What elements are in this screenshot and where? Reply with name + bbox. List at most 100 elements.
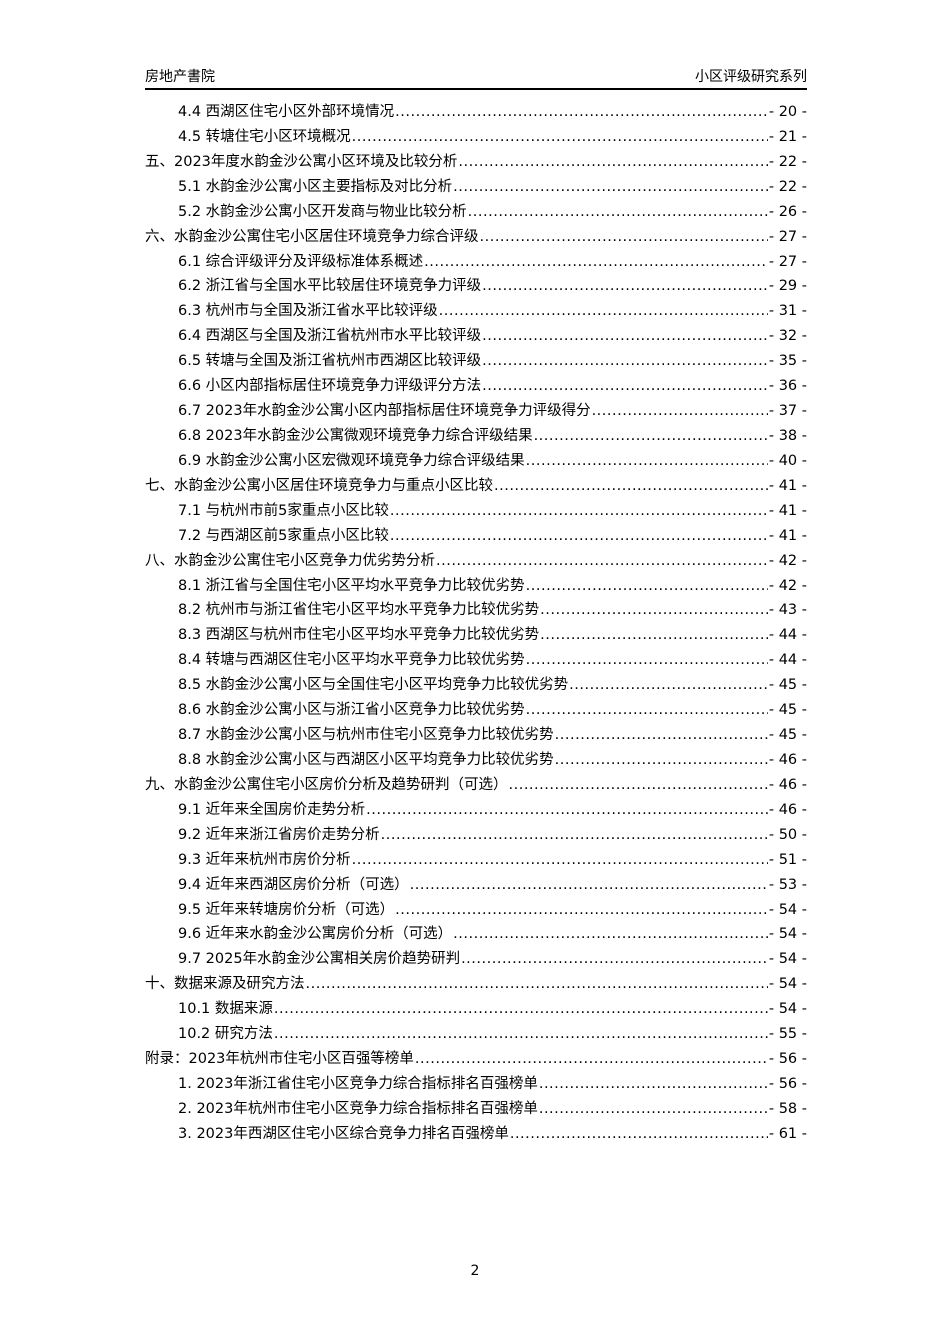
toc-entry-title: 五、2023年度水韵金沙公寓小区环境及比较分析	[145, 153, 458, 170]
toc-entry-page: - 31 -	[768, 303, 807, 320]
toc-entry[interactable]: 十、数据来源及研究方法 - 54 -	[145, 972, 807, 997]
toc-entry[interactable]: 6.2 浙江省与全国水平比较居住环境竞争力评级 - 29 -	[145, 274, 807, 299]
toc-entry[interactable]: 9.2 近年来浙江省房价走势分析 - 50 -	[145, 823, 807, 848]
toc-entry-page: - 54 -	[768, 951, 807, 968]
toc-entry[interactable]: 8.5 水韵金沙公寓小区与全国住宅小区平均竞争力比较优劣势 - 45 -	[145, 673, 807, 698]
toc-entry-page: - 42 -	[768, 552, 807, 569]
page-header: 房地产書院 小区评级研究系列	[145, 66, 807, 90]
toc-entry-title: 八、水韵金沙公寓住宅小区竞争力优劣势分析	[145, 552, 435, 569]
toc-entry[interactable]: 7.2 与西湖区前5家重点小区比较 - 41 -	[145, 524, 807, 549]
toc-entry[interactable]: 7.1 与杭州市前5家重点小区比较 - 41 -	[145, 499, 807, 524]
toc-entry[interactable]: 五、2023年度水韵金沙公寓小区环境及比较分析 - 22 -	[145, 150, 807, 175]
toc-entry-page: - 55 -	[768, 1026, 807, 1043]
toc-entry[interactable]: 5.2 水韵金沙公寓小区开发商与物业比较分析 - 26 -	[145, 200, 807, 225]
toc-entry-page: - 61 -	[768, 1125, 807, 1142]
toc-entry-title: 8.8 水韵金沙公寓小区与西湖区小区平均竞争力比较优劣势	[178, 751, 554, 768]
toc-entry-page: - 26 -	[768, 203, 807, 220]
toc-entry-page: - 56 -	[768, 1075, 807, 1092]
dot-leader	[390, 528, 768, 544]
toc-entry-page: - 44 -	[768, 652, 807, 669]
dot-leader	[390, 503, 768, 519]
toc-entry-page: - 56 -	[768, 1051, 807, 1068]
toc-entry[interactable]: 4.5 转塘住宅小区环境概况 - 21 -	[145, 125, 807, 150]
toc-entry-title: 7.2 与西湖区前5家重点小区比较	[178, 527, 389, 544]
toc-entry[interactable]: 8.1 浙江省与全国住宅小区平均水平竞争力比较优劣势 - 42 -	[145, 574, 807, 599]
dot-leader	[439, 303, 768, 319]
dot-leader	[540, 627, 768, 643]
toc-entry[interactable]: 八、水韵金沙公寓住宅小区竞争力优劣势分析 - 42 -	[145, 549, 807, 574]
toc-entry-title: 3. 2023年西湖区住宅小区综合竞争力排名百强榜单	[178, 1125, 509, 1142]
toc-entry-title: 4.4 西湖区住宅小区外部环境情况	[178, 104, 395, 120]
toc-entry-page: - 43 -	[768, 602, 807, 619]
toc-entry[interactable]: 8.8 水韵金沙公寓小区与西湖区小区平均竞争力比较优劣势 - 46 -	[145, 748, 807, 773]
toc-entry[interactable]: 2. 2023年杭州市住宅小区竞争力综合指标排名百强榜单 - 58 -	[145, 1097, 807, 1122]
toc-entry-title: 6.3 杭州市与全国及浙江省水平比较评级	[178, 303, 438, 320]
toc-entry-page: - 41 -	[768, 527, 807, 544]
toc-entry[interactable]: 8.6 水韵金沙公寓小区与浙江省小区竞争力比较优劣势 - 45 -	[145, 698, 807, 723]
toc-entry[interactable]: 8.3 西湖区与杭州市住宅小区平均水平竞争力比较优劣势 - 44 -	[145, 623, 807, 648]
dot-leader	[534, 428, 768, 444]
toc-entry[interactable]: 5.1 水韵金沙公寓小区主要指标及对比分析 - 22 -	[145, 175, 807, 200]
toc-entry-title: 7.1 与杭州市前5家重点小区比较	[178, 502, 389, 519]
toc-entry-page: - 46 -	[768, 801, 807, 818]
toc-entry-title: 5.2 水韵金沙公寓小区开发商与物业比较分析	[178, 203, 467, 220]
toc-entry[interactable]: 9.3 近年来杭州市房价分析 - 51 -	[145, 848, 807, 873]
toc-entry-title: 4.5 转塘住宅小区环境概况	[178, 128, 351, 145]
toc-entry[interactable]: 9.5 近年来转塘房价分析（可选） - 54 -	[145, 898, 807, 923]
toc-entry[interactable]: 6.7 2023年水韵金沙公寓小区内部指标居住环境竞争力评级得分 - 37 -	[145, 399, 807, 424]
toc-entry[interactable]: 9.4 近年来西湖区房价分析（可选） - 53 -	[145, 873, 807, 898]
toc-entry-title: 七、水韵金沙公寓小区居住环境竞争力与重点小区比较	[145, 477, 493, 494]
dot-leader	[569, 677, 768, 693]
toc-entry[interactable]: 6.4 西湖区与全国及浙江省杭州市水平比较评级 - 32 -	[145, 324, 807, 349]
toc-entry-title: 9.4 近年来西湖区房价分析（可选）	[178, 876, 409, 893]
toc-entry-page: - 41 -	[768, 502, 807, 519]
toc-entry[interactable]: 6.6 小区内部指标居住环境竞争力评级评分方法 - 36 -	[145, 374, 807, 399]
dot-leader	[592, 403, 768, 419]
toc-entry[interactable]: 10.2 研究方法 - 55 -	[145, 1022, 807, 1047]
dot-leader	[482, 278, 768, 294]
toc-entry-page: - 54 -	[768, 901, 807, 918]
toc-entry[interactable]: 8.4 转塘与西湖区住宅小区平均水平竞争力比较优劣势 - 44 -	[145, 648, 807, 673]
toc-entry[interactable]: 8.7 水韵金沙公寓小区与杭州市住宅小区竞争力比较优劣势 - 45 -	[145, 723, 807, 748]
toc-entry-page: - 22 -	[768, 178, 807, 195]
toc-entry[interactable]: 9.7 2025年水韵金沙公寓相关房价趋势研判 - 54 -	[145, 947, 807, 972]
toc-entry[interactable]: 6.9 水韵金沙公寓小区宏微观环境竞争力综合评级结果 - 40 -	[145, 449, 807, 474]
toc-entry[interactable]: 6.1 综合评级评分及评级标准体系概述 - 27 -	[145, 250, 807, 275]
toc-entry-page: - 20 -	[768, 104, 807, 120]
toc-entry[interactable]: 9.6 近年来水韵金沙公寓房价分析（可选） - 54 -	[145, 922, 807, 947]
toc-entry-page: - 45 -	[768, 677, 807, 694]
dot-leader	[526, 702, 768, 718]
header-left: 房地产書院	[145, 69, 215, 85]
toc-entry[interactable]: 六、水韵金沙公寓住宅小区居住环境竞争力综合评级 - 27 -	[145, 225, 807, 250]
dot-leader	[526, 578, 768, 594]
toc-entry-title: 附录：2023年杭州市住宅小区百强等榜单	[145, 1051, 414, 1068]
dot-leader	[480, 229, 768, 245]
toc-entry[interactable]: 6.5 转塘与全国及浙江省杭州市西湖区比较评级 - 35 -	[145, 349, 807, 374]
toc-entry-page: - 45 -	[768, 727, 807, 744]
toc-entry[interactable]: 6.3 杭州市与全国及浙江省水平比较评级 - 31 -	[145, 299, 807, 324]
dot-leader	[539, 1101, 768, 1117]
dot-leader	[424, 254, 768, 270]
toc-entry[interactable]: 10.1 数据来源 - 54 -	[145, 997, 807, 1022]
dot-leader	[526, 453, 768, 469]
dot-leader	[395, 104, 768, 120]
toc-entry[interactable]: 4.4 西湖区住宅小区外部环境情况 - 20 -	[145, 100, 807, 125]
dot-leader	[395, 902, 768, 918]
toc-entry-title: 8.4 转塘与西湖区住宅小区平均水平竞争力比较优劣势	[178, 652, 525, 669]
toc-entry-page: - 54 -	[768, 1001, 807, 1018]
table-of-contents: 4.4 西湖区住宅小区外部环境情况 - 20 - 4.5 转塘住宅小区环境概况 - 2…	[145, 100, 807, 1147]
toc-entry-title: 9.5 近年来转塘房价分析（可选）	[178, 901, 395, 918]
toc-entry[interactable]: 3. 2023年西湖区住宅小区综合竞争力排名百强榜单 - 61 -	[145, 1122, 807, 1147]
toc-entry[interactable]: 1. 2023年浙江省住宅小区竞争力综合指标排名百强榜单 - 56 -	[145, 1072, 807, 1097]
toc-entry[interactable]: 七、水韵金沙公寓小区居住环境竞争力与重点小区比较 - 41 -	[145, 474, 807, 499]
toc-entry-page: - 35 -	[768, 353, 807, 370]
toc-entry-title: 2. 2023年杭州市住宅小区竞争力综合指标排名百强榜单	[178, 1100, 538, 1117]
toc-entry-title: 6.9 水韵金沙公寓小区宏微观环境竞争力综合评级结果	[178, 452, 525, 469]
toc-entry[interactable]: 8.2 杭州市与浙江省住宅小区平均水平竞争力比较优劣势 - 43 -	[145, 598, 807, 623]
toc-entry[interactable]: 9.1 近年来全国房价走势分析 - 46 -	[145, 798, 807, 823]
toc-entry-title: 8.7 水韵金沙公寓小区与杭州市住宅小区竞争力比较优劣势	[178, 727, 554, 744]
toc-entry[interactable]: 6.8 2023年水韵金沙公寓微观环境竞争力综合评级结果 - 38 -	[145, 424, 807, 449]
dot-leader	[494, 478, 768, 494]
toc-entry[interactable]: 九、水韵金沙公寓住宅小区房价分析及趋势研判（可选） - 46 -	[145, 773, 807, 798]
toc-entry[interactable]: 附录：2023年杭州市住宅小区百强等榜单 - 56 -	[145, 1047, 807, 1072]
